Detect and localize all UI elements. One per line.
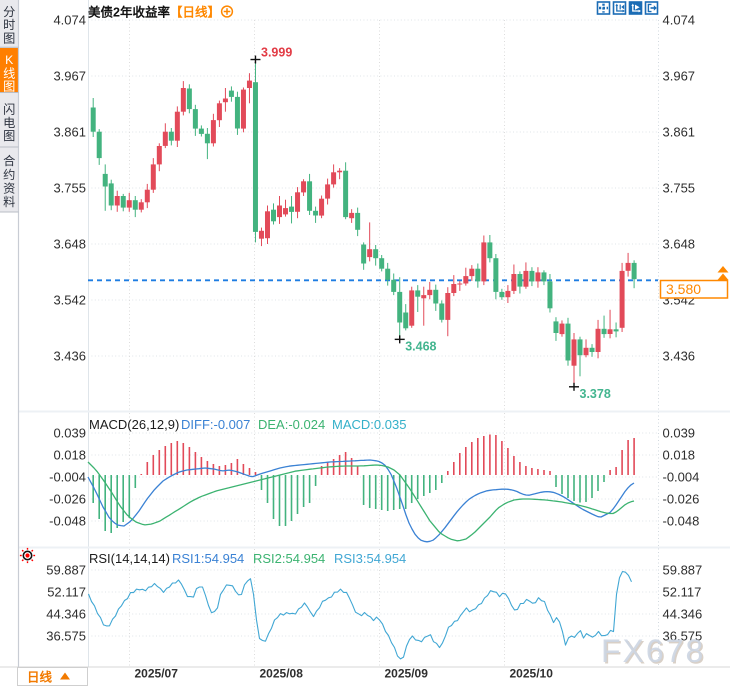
svg-text:3.436: 3.436 bbox=[53, 349, 86, 364]
svg-text:3.580: 3.580 bbox=[666, 281, 701, 297]
svg-text:-0.004: -0.004 bbox=[663, 470, 700, 485]
svg-text:0.039: 0.039 bbox=[53, 426, 86, 441]
svg-text:3.648: 3.648 bbox=[53, 237, 86, 252]
svg-text:MACD:0.035: MACD:0.035 bbox=[332, 417, 406, 432]
svg-text:合: 合 bbox=[3, 153, 15, 168]
svg-text:3.436: 3.436 bbox=[663, 349, 696, 364]
svg-text:3.967: 3.967 bbox=[663, 69, 696, 84]
svg-text:3.999: 3.999 bbox=[261, 46, 292, 60]
svg-text:4.074: 4.074 bbox=[663, 13, 696, 28]
svg-text:MACD(26,12,9): MACD(26,12,9) bbox=[89, 417, 179, 432]
svg-text:36.575: 36.575 bbox=[663, 629, 703, 644]
svg-text:RSI2:54.954: RSI2:54.954 bbox=[253, 551, 325, 566]
svg-text:44.346: 44.346 bbox=[46, 607, 86, 622]
svg-text:【日线】: 【日线】 bbox=[170, 5, 220, 20]
svg-text:闪: 闪 bbox=[3, 103, 15, 117]
svg-text:DIFF:-0.007: DIFF:-0.007 bbox=[181, 417, 250, 432]
svg-text:3.755: 3.755 bbox=[53, 181, 86, 196]
svg-text:52.117: 52.117 bbox=[663, 585, 702, 600]
svg-text:线: 线 bbox=[3, 66, 15, 80]
svg-text:52.117: 52.117 bbox=[47, 585, 86, 600]
svg-text:-0.004: -0.004 bbox=[49, 470, 86, 485]
svg-text:3.378: 3.378 bbox=[580, 387, 611, 401]
svg-text:0.018: 0.018 bbox=[53, 448, 86, 463]
svg-text:36.575: 36.575 bbox=[46, 629, 86, 644]
svg-text:分: 分 bbox=[3, 5, 15, 19]
svg-text:3.967: 3.967 bbox=[53, 69, 86, 84]
svg-text:日线: 日线 bbox=[27, 670, 53, 685]
svg-text:3.861: 3.861 bbox=[663, 125, 696, 140]
svg-text:2025/10: 2025/10 bbox=[510, 667, 554, 681]
svg-text:图: 图 bbox=[3, 31, 15, 45]
svg-text:电: 电 bbox=[3, 116, 15, 130]
svg-text:图: 图 bbox=[3, 129, 15, 143]
svg-text:RSI3:54.954: RSI3:54.954 bbox=[334, 551, 406, 566]
svg-text:图: 图 bbox=[3, 80, 15, 94]
svg-text:美债2年收益率: 美债2年收益率 bbox=[88, 5, 170, 20]
svg-text:时: 时 bbox=[3, 18, 15, 32]
svg-text:59.887: 59.887 bbox=[663, 563, 703, 578]
svg-text:2025/07: 2025/07 bbox=[135, 667, 179, 681]
svg-text:-0.048: -0.048 bbox=[49, 514, 86, 529]
svg-text:59.887: 59.887 bbox=[46, 563, 86, 578]
svg-text:RSI(14,14,14): RSI(14,14,14) bbox=[89, 551, 170, 566]
svg-text:K: K bbox=[5, 53, 13, 67]
svg-text:FX678: FX678 bbox=[603, 635, 707, 671]
svg-text:3.861: 3.861 bbox=[53, 125, 86, 140]
svg-text:2025/08: 2025/08 bbox=[260, 667, 304, 681]
svg-text:DEA:-0.024: DEA:-0.024 bbox=[258, 417, 325, 432]
svg-text:约: 约 bbox=[3, 167, 15, 182]
svg-text:3.755: 3.755 bbox=[663, 181, 696, 196]
svg-text:3.468: 3.468 bbox=[405, 339, 436, 353]
svg-text:3.542: 3.542 bbox=[53, 293, 86, 308]
svg-text:-0.026: -0.026 bbox=[663, 492, 700, 507]
svg-text:RSI1:54.954: RSI1:54.954 bbox=[172, 551, 244, 566]
svg-text:4.074: 4.074 bbox=[53, 13, 86, 28]
svg-text:FX678: FX678 bbox=[601, 633, 705, 669]
svg-text:-0.048: -0.048 bbox=[663, 514, 700, 529]
svg-text:44.346: 44.346 bbox=[663, 607, 703, 622]
svg-text:0.039: 0.039 bbox=[663, 426, 696, 441]
svg-text:资: 资 bbox=[3, 181, 15, 195]
svg-text:0.018: 0.018 bbox=[663, 448, 696, 463]
svg-text:料: 料 bbox=[3, 195, 15, 209]
svg-text:2025/09: 2025/09 bbox=[385, 667, 429, 681]
svg-text:-0.026: -0.026 bbox=[49, 492, 86, 507]
svg-text:3.648: 3.648 bbox=[663, 237, 696, 252]
